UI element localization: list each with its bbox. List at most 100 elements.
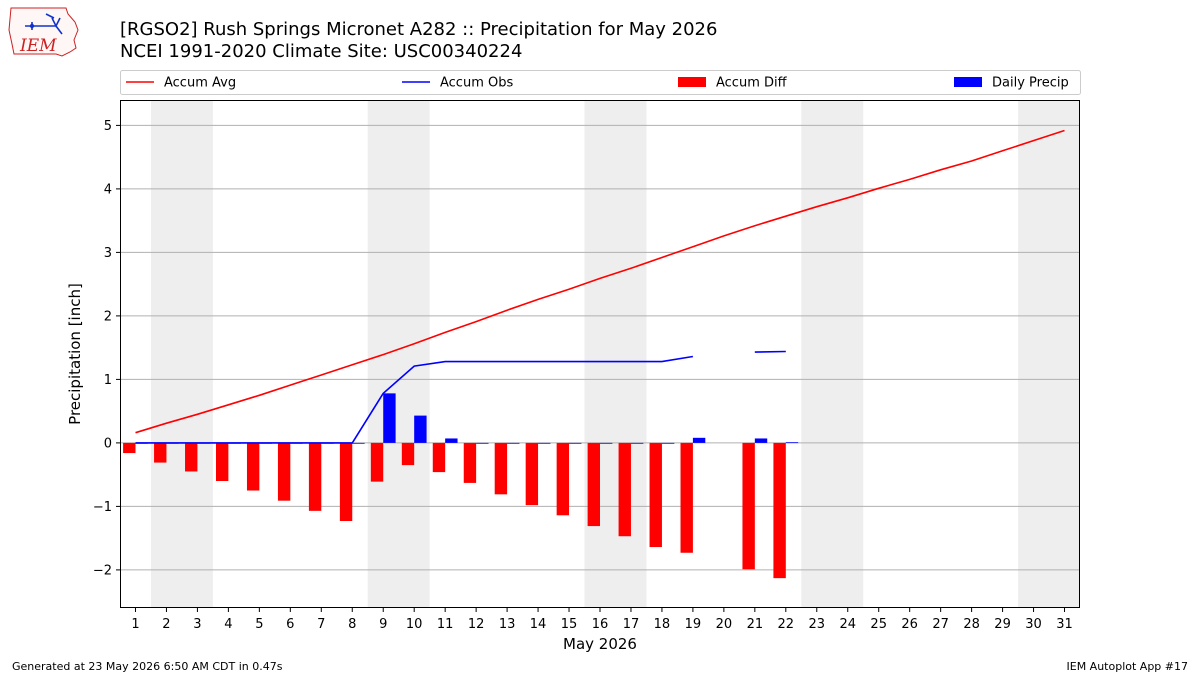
y-tick-label: 5: [104, 119, 112, 134]
weather-station-icon: [25, 13, 63, 35]
x-tick-label: 11: [437, 617, 454, 632]
x-tick-label: 9: [379, 617, 387, 632]
daily-precip-bar: [414, 415, 427, 443]
footer-app: IEM Autoplot App #17: [1067, 660, 1189, 673]
legend: Accum Avg Accum Obs Accum Diff Daily Precip: [120, 70, 1081, 95]
chart-subtitle: NCEI 1991-2020 Climate Site: USC00340224: [120, 41, 522, 62]
y-axis-label: Precipitation [inch]: [66, 283, 84, 425]
legend-label: Accum Avg: [164, 76, 236, 91]
x-tick-label: 22: [778, 617, 795, 632]
weekend-band-4: [801, 100, 864, 608]
accum-diff-bar: [649, 442, 662, 548]
accum-diff-bar: [556, 442, 570, 516]
x-tick-label: 14: [530, 617, 547, 632]
legend-label: Accum Obs: [440, 76, 513, 91]
weekend-band-1: [150, 100, 213, 608]
accum-diff-bar: [185, 442, 198, 472]
daily-precip-bar: [507, 442, 520, 444]
daily-precip-bar: [785, 442, 799, 444]
y-tick-label: −1: [93, 500, 112, 515]
x-tick-label: 29: [994, 617, 1011, 632]
daily-precip-bar: [754, 438, 768, 443]
x-tick-label: 6: [286, 617, 294, 632]
x-tick-label: 3: [193, 617, 201, 632]
accum-diff-bar: [494, 442, 508, 495]
x-tick-label: 28: [963, 617, 980, 632]
daily-precip-bar: [352, 442, 365, 444]
accum-diff-bar: [680, 442, 693, 553]
x-tick-label: 15: [561, 617, 578, 632]
weekend-band-2: [367, 100, 430, 608]
y-tick-label: −2: [93, 563, 112, 578]
accum-diff-bar: [246, 442, 260, 491]
y-tick-label: 0: [104, 436, 112, 451]
accum-obs-line: [754, 350, 786, 353]
legend-swatch-bar: [954, 77, 982, 87]
legend-frame: [120, 70, 1081, 95]
accum-diff-bar: [587, 442, 600, 527]
x-tick-label: 24: [839, 617, 856, 632]
x-tick-label: 26: [901, 617, 918, 632]
daily-precip-bar: [569, 442, 582, 444]
bars: [123, 393, 799, 579]
x-axis-label: May 2026: [563, 635, 637, 653]
legend-label: Daily Precip: [992, 76, 1069, 91]
daily-precip-bar: [661, 442, 675, 444]
accum-diff-bar: [618, 442, 631, 537]
weekend-band-3: [584, 100, 647, 608]
daily-precip-bar: [600, 442, 613, 444]
x-tick-label: 17: [623, 617, 640, 632]
accum-diff-bar: [370, 442, 384, 482]
x-tick-label: 13: [499, 617, 516, 632]
x-tick-label: 19: [685, 617, 702, 632]
accum-diff-bar: [277, 442, 291, 501]
accum-diff-bar: [123, 442, 136, 454]
y-tick-label: 1: [104, 373, 112, 388]
x-tick-label: 20: [716, 617, 733, 632]
chart-title: [RGSO2] Rush Springs Micronet A282 :: Pr…: [120, 19, 717, 40]
plot-frame: [120, 100, 1080, 608]
daily-precip-bar: [476, 442, 489, 444]
iem-logo: IEM: [8, 7, 79, 57]
x-tick-label: 5: [255, 617, 263, 632]
x-tick-label: 16: [592, 617, 609, 632]
x-tick-label: 2: [162, 617, 170, 632]
iowa-state-outline: [8, 7, 79, 57]
x-tick-label: 30: [1025, 617, 1042, 632]
daily-precip-bar: [445, 438, 458, 443]
x-tick-label: 21: [747, 617, 764, 632]
x-tick-label: 4: [224, 617, 232, 632]
x-tick-label: 7: [317, 617, 325, 632]
weekend-band-5: [1018, 100, 1080, 608]
accum-diff-bar: [308, 442, 322, 511]
x-tick-label: 12: [468, 617, 485, 632]
legend-label: Accum Diff: [716, 76, 788, 91]
accum-diff-bar: [339, 442, 353, 522]
lines: [135, 129, 1065, 444]
accum-avg-line: [135, 129, 1065, 434]
daily-precip-bar: [383, 393, 396, 443]
daily-precip-bar: [538, 442, 551, 444]
logo-text: IEM: [19, 36, 57, 56]
accum-obs-line: [135, 355, 694, 444]
y-tick-label: 4: [104, 182, 112, 197]
y-tick-label: 3: [104, 246, 112, 261]
accum-diff-bar: [463, 442, 477, 483]
x-tick-label: 1: [131, 617, 139, 632]
x-tick-label: 31: [1056, 617, 1073, 632]
y-tick-label: 2: [104, 309, 112, 324]
accum-diff-bar: [401, 442, 415, 466]
x-tick-label: 23: [809, 617, 826, 632]
legend-swatch-bar: [678, 77, 706, 87]
weekend-shading: [150, 100, 1080, 608]
daily-precip-bar: [630, 442, 644, 444]
x-tick-label: 27: [932, 617, 949, 632]
x-tick-label: 8: [348, 617, 356, 632]
footer-generated: Generated at 23 May 2026 6:50 AM CDT in …: [12, 660, 283, 673]
y-axis: −2 −1 0 1 2 3 4 5: [93, 119, 120, 578]
x-tick-label: 10: [406, 617, 423, 632]
accum-diff-bar: [742, 442, 755, 570]
accum-diff-bar: [525, 442, 539, 506]
